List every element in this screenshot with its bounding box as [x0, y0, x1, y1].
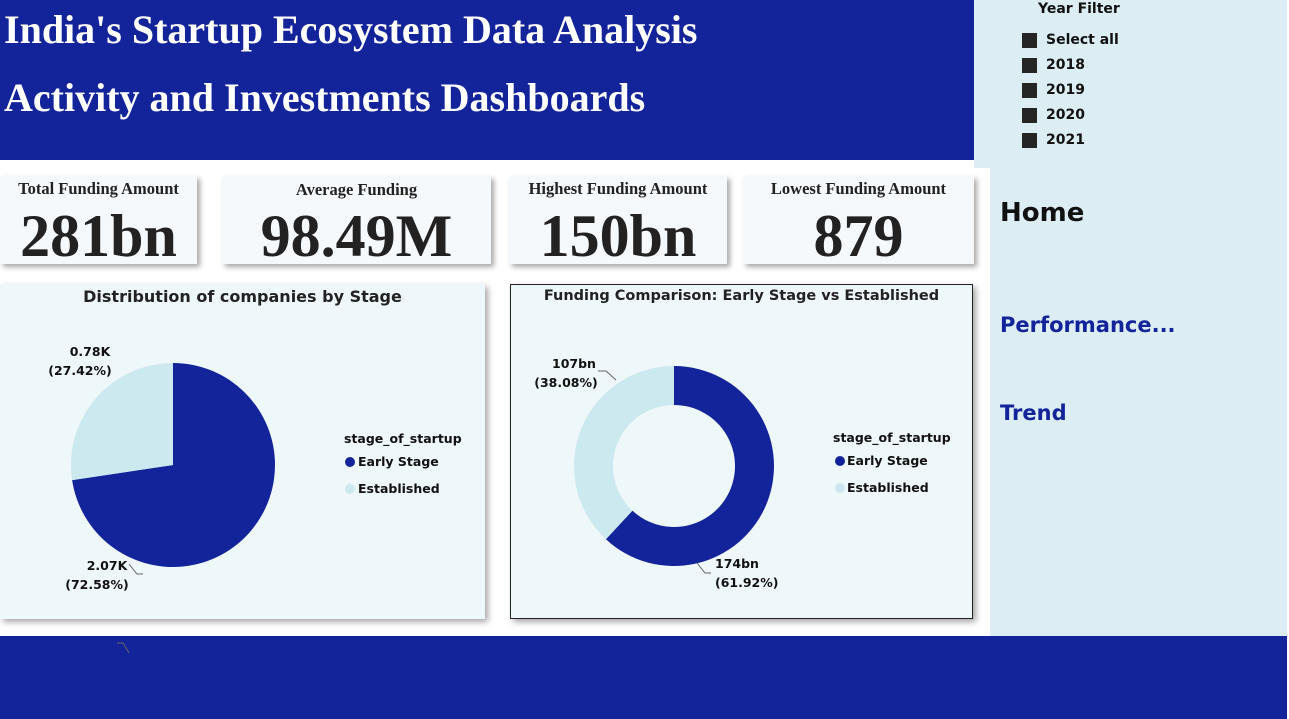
checkbox-icon[interactable]: [1022, 132, 1037, 148]
data-label-value: 107bn: [552, 356, 596, 371]
kpi-label: Total Funding Amount: [18, 179, 179, 198]
data-label-value: 174bn: [715, 556, 759, 571]
data-label-percent: (38.08%): [534, 375, 598, 390]
kpi-value: 98.49M: [260, 203, 453, 269]
checkbox-icon[interactable]: [1022, 32, 1037, 48]
chart-card-stage-distribution: Distribution of companies by Stage 0.78K…: [0, 284, 485, 654]
kpi-card-total-funding: Total Funding Amount 281bn: [0, 176, 197, 268]
legend-title: stage_of_startup: [344, 431, 462, 447]
leader-line-early-stage: [128, 563, 143, 575]
legend-swatch-established: [835, 483, 845, 493]
chart-title: Distribution of companies by Stage: [83, 287, 402, 306]
pie-slices: [71, 363, 275, 567]
filter-item-select-all[interactable]: Select all: [1022, 31, 1119, 49]
slice-established[interactable]: [574, 366, 674, 540]
data-label-percent: (61.92%): [715, 575, 779, 590]
kpi-value: 879: [813, 203, 904, 269]
nav-performance-button[interactable]: Performance...: [1000, 313, 1176, 337]
filter-item-label: Select all: [1046, 32, 1119, 48]
legend-item-established[interactable]: Established: [358, 481, 440, 496]
nav-home-button[interactable]: Home: [1000, 198, 1085, 228]
leader-line-established: [598, 370, 617, 381]
checkbox-icon[interactable]: [1022, 82, 1037, 98]
data-label-percent: (27.42%): [48, 363, 112, 378]
legend-item-early-stage[interactable]: Early Stage: [358, 454, 439, 469]
footer-banner: [0, 636, 1289, 719]
legend-item-early-stage[interactable]: Early Stage: [847, 453, 928, 468]
slice-early-stage[interactable]: [605, 366, 774, 566]
data-label-percent: (72.58%): [65, 577, 129, 592]
kpi-label: Average Funding: [295, 180, 418, 199]
data-label-value: 2.07K: [87, 558, 129, 573]
nav-trend-button[interactable]: Trend: [1000, 401, 1067, 425]
chart-title: Funding Comparison: Early Stage vs Estab…: [543, 288, 940, 304]
slice-established[interactable]: [71, 363, 173, 481]
legend-title: stage_of_startup: [833, 430, 951, 446]
chart-card-funding-comparison: Funding Comparison: Early Stage vs Estab…: [510, 284, 973, 619]
filter-item-2021[interactable]: 2021: [1022, 131, 1085, 149]
donut-chart: 107bn (38.08%) 174bn (61.92%) stage_of_s…: [534, 356, 951, 590]
dashboard-title: India's Startup Ecosystem Data Analysis: [4, 7, 698, 52]
legend-swatch-early-stage: [345, 457, 355, 467]
kpi-value: 281bn: [20, 203, 177, 269]
year-filter-title: Year Filter: [1038, 1, 1120, 17]
leader-line-established: [117, 642, 130, 654]
kpi-label: Highest Funding Amount: [528, 179, 708, 198]
filter-item-label: 2020: [1046, 107, 1085, 123]
data-label-value: 0.78K: [70, 344, 112, 359]
filter-item-2019[interactable]: 2019: [1022, 81, 1085, 99]
kpi-card-average-funding: Average Funding 98.49M: [222, 176, 491, 268]
filter-item-label: 2019: [1046, 82, 1085, 98]
pie-chart: 0.78K (27.42%) 2.07K (72.58%) stage_of_s…: [48, 344, 462, 654]
legend-item-established[interactable]: Established: [847, 480, 929, 495]
kpi-card-lowest-funding: Lowest Funding Amount 879: [743, 176, 974, 268]
kpi-value: 150bn: [539, 203, 697, 269]
donut-slices: [574, 366, 774, 566]
checkbox-icon[interactable]: [1022, 57, 1037, 73]
slice-early-stage[interactable]: [72, 363, 275, 567]
right-edge: [1287, 0, 1289, 719]
filter-item-label: 2021: [1046, 132, 1085, 148]
header-banner: India's Startup Ecosystem Data Analysis …: [0, 0, 974, 160]
kpi-label: Lowest Funding Amount: [770, 179, 947, 198]
dashboard-subtitle: Activity and Investments Dashboards: [4, 75, 646, 120]
legend-swatch-established: [345, 484, 355, 494]
header-divider: [0, 160, 974, 168]
filter-item-2018[interactable]: 2018: [1022, 56, 1085, 74]
filter-item-2020[interactable]: 2020: [1022, 106, 1085, 124]
legend-swatch-early-stage: [835, 456, 845, 466]
filter-item-label: 2018: [1046, 57, 1085, 73]
leader-line-early-stage: [696, 562, 711, 574]
kpi-card-highest-funding: Highest Funding Amount 150bn: [509, 176, 727, 268]
checkbox-icon[interactable]: [1022, 107, 1037, 123]
